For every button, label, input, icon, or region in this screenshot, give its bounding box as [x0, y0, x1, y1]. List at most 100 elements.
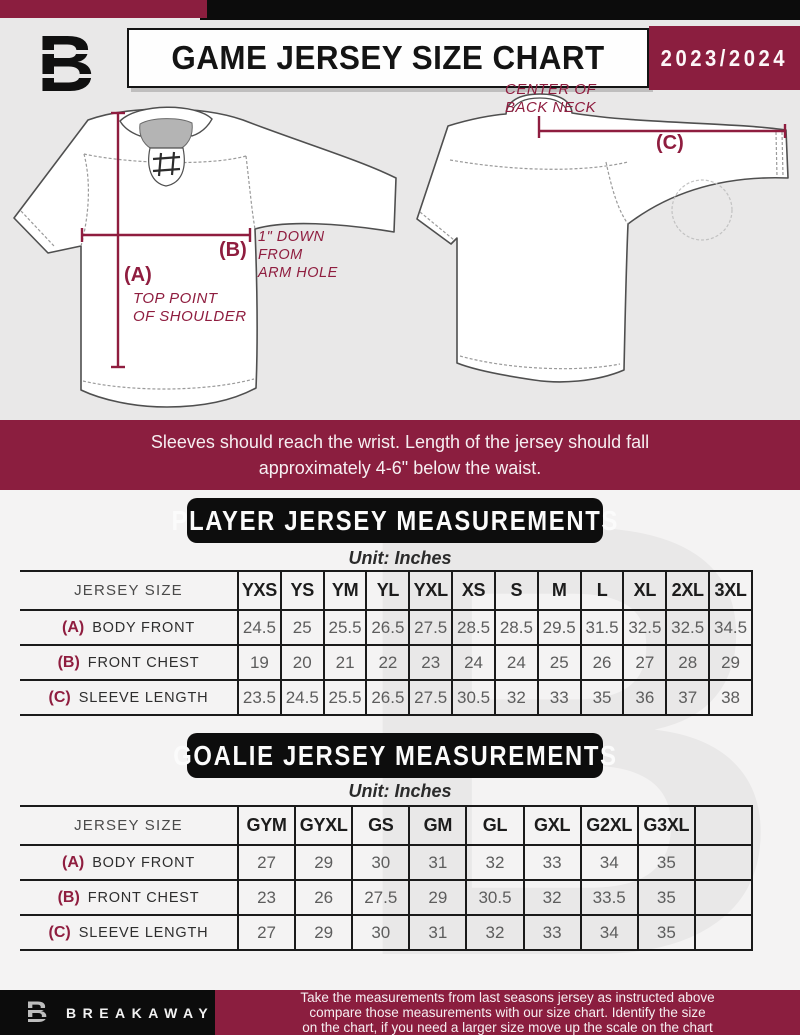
- measurement-value: 30: [351, 914, 410, 951]
- measurement-value: 28.5: [493, 609, 538, 646]
- footer-brand-block: B BREAKAWAY: [0, 990, 215, 1035]
- back-measurement-labels: CENTER OF BACK NECK (C): [505, 81, 684, 154]
- measurement-value: 24: [493, 644, 538, 681]
- table-row: (C) SLEEVE LENGTH 27 29 30 31 32 33 34 35: [20, 914, 754, 951]
- measurement-value: 33: [522, 844, 581, 881]
- brand-wordmark: BREAKAWAY: [66, 1004, 215, 1021]
- measurement-key: (C): [48, 688, 71, 706]
- measurement-value: 26.5: [365, 609, 410, 646]
- measurement-value: 38: [708, 679, 753, 716]
- logo-cut-line: [20, 74, 112, 78]
- measurement-key: (A): [61, 853, 85, 871]
- measurement-value: [693, 879, 754, 916]
- size-column-header: GYM: [236, 805, 296, 846]
- measurement-value: 32: [465, 914, 524, 951]
- fit-note-line: approximately 4-6" below the waist.: [258, 458, 542, 478]
- size-column-header: S: [493, 570, 538, 611]
- label-a: (A): [124, 264, 152, 286]
- table-corner-cell: JERSEY SIZE: [20, 570, 238, 611]
- label-c-note: CENTER OF: [505, 81, 597, 98]
- measurement-value: 25.5: [322, 679, 367, 716]
- size-column-header: G3XL: [636, 805, 695, 846]
- logo-cut-line: [20, 50, 112, 54]
- sizing-instructions-line: Take the measurements from last seasons …: [300, 990, 715, 1005]
- measurement-value: 26: [579, 644, 624, 681]
- measurement-value: 23: [236, 879, 296, 916]
- size-column-header: YL: [365, 570, 410, 611]
- footer-brand-logo-icon: B: [23, 995, 55, 1029]
- size-column-header: G2XL: [579, 805, 638, 846]
- measurement-value: [693, 914, 754, 951]
- size-column-header: YXL: [408, 570, 453, 611]
- player-unit-label: Unit: Inches: [348, 548, 452, 568]
- sizing-instructions: Take the measurements from last seasons …: [215, 990, 800, 1035]
- front-jersey-laces: [152, 151, 181, 177]
- size-column-header: GL: [465, 805, 524, 846]
- measurement-value: 31.5: [579, 609, 624, 646]
- front-jersey-outline: [13, 108, 397, 408]
- front-jersey-inner-neck: [139, 118, 193, 153]
- goalie-measurements-table: JERSEY SIZE GYM GYXL GS GM GL GXL G2XL G3XL (A) BO…: [20, 805, 754, 951]
- size-column-header: 2XL: [665, 570, 710, 611]
- measurement-key: (B): [57, 888, 80, 906]
- measurement-value: 29: [408, 879, 467, 916]
- measurement-value: 29: [294, 844, 353, 881]
- label-b-note: 1" DOWN: [258, 229, 325, 245]
- goalie-measurements-title-text: GOALIE JERSEY MEASUREMENTS: [172, 739, 618, 771]
- measurement-value: 27.5: [408, 609, 453, 646]
- measurement-value: 24.5: [279, 679, 324, 716]
- measurement-value: 33: [522, 914, 581, 951]
- player-measurements-table: JERSEY SIZE YXS YS YM YL YXL XS S M L XL 2XL 3XL (A) B…: [20, 570, 753, 716]
- size-column-header: GS: [351, 805, 410, 846]
- measurement-value: 26.5: [365, 679, 410, 716]
- player-measurements-title-text: PLAYER JERSEY MEASUREMENTS: [171, 504, 619, 536]
- measurement-value: 31: [408, 914, 467, 951]
- measurement-value: 34.5: [708, 609, 753, 646]
- measurement-value: 21: [322, 644, 367, 681]
- measurement-value: 35: [636, 879, 695, 916]
- measurement-value: 20: [279, 644, 324, 681]
- table-corner-cell: JERSEY SIZE: [20, 805, 238, 846]
- size-column-header: 3XL: [708, 570, 753, 611]
- measurement-value: 35: [636, 844, 695, 881]
- row-label-cell: (C) SLEEVE LENGTH: [20, 914, 238, 951]
- measurement-value: 26: [294, 879, 353, 916]
- measurement-key: (B): [57, 653, 80, 671]
- size-column-header: L: [579, 570, 624, 611]
- label-a-note: TOP POINT: [133, 290, 219, 307]
- back-measurement-lines: [537, 116, 787, 138]
- back-jersey-seams: [419, 131, 784, 370]
- measurement-key: (C): [48, 923, 71, 941]
- row-label-cell: (C) SLEEVE LENGTH: [20, 679, 238, 716]
- measurement-value: 27: [622, 644, 667, 681]
- size-column-header: YXS: [237, 570, 281, 611]
- label-c-note: BACK NECK: [505, 99, 597, 116]
- size-column-header: YS: [279, 570, 324, 611]
- measurement-value: 32.5: [622, 609, 667, 646]
- measurement-value: 29.5: [536, 609, 581, 646]
- table-row: (B) FRONT CHEST 23 26 27.5 29 30.5 32 33.5 35: [20, 879, 754, 916]
- row-label-cell: (B) FRONT CHEST: [20, 879, 238, 916]
- size-column-header: GXL: [522, 805, 581, 846]
- measurement-value: 28.5: [451, 609, 495, 646]
- measurement-value: 31: [408, 844, 467, 881]
- measurement-value: 32: [522, 879, 581, 916]
- footer-logo-glyph: B: [26, 995, 48, 1029]
- table-row: (B) FRONT CHEST 19 20 21 22 23 24 24 25 26 27 28 29: [20, 644, 753, 681]
- label-a-note: OF SHOULDER: [133, 308, 247, 325]
- measurement-value: 27.5: [408, 679, 453, 716]
- top-strip-black: [200, 0, 800, 20]
- brand-logo-icon: B: [20, 24, 112, 106]
- measurement-label: FRONT CHEST: [87, 654, 200, 671]
- size-column-header: GM: [408, 805, 467, 846]
- fit-note-banner: Sleeves should reach the wrist. Length o…: [0, 420, 800, 490]
- measurement-value: 28: [665, 644, 710, 681]
- label-b-note: ARM HOLE: [257, 265, 338, 281]
- measurement-value: 35: [636, 914, 695, 951]
- sizing-instructions-line: compare those measurements with our size…: [309, 1005, 706, 1020]
- measurement-value: 24.5: [237, 609, 281, 646]
- measurement-value: 23: [408, 644, 453, 681]
- measurement-value: 30: [351, 844, 410, 881]
- goalie-measurements-title: GOALIE JERSEY MEASUREMENTS: [173, 733, 616, 778]
